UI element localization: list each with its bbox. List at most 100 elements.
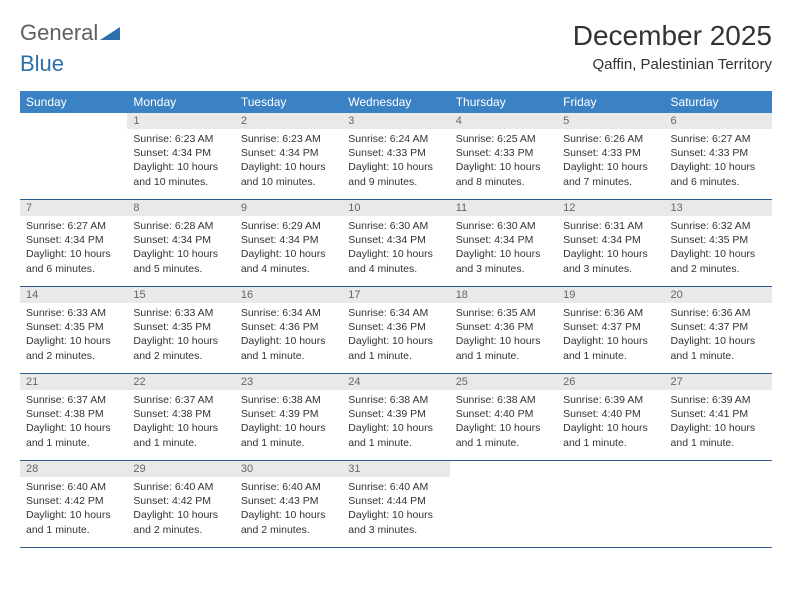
calendar-day-cell: 20Sunrise: 6:36 AMSunset: 4:37 PMDayligh… [665,287,772,374]
sunrise-text: Sunrise: 6:27 AM [671,132,766,146]
sunrise-text: Sunrise: 6:36 AM [563,306,658,320]
sunset-text: Sunset: 4:34 PM [563,233,658,247]
logo-triangle-icon [100,20,120,46]
calendar-day-cell: 24Sunrise: 6:38 AMSunset: 4:39 PMDayligh… [342,374,449,461]
calendar-week-row: 1Sunrise: 6:23 AMSunset: 4:34 PMDaylight… [20,113,772,200]
sunset-text: Sunset: 4:34 PM [456,233,551,247]
day-number: 24 [342,374,449,390]
day-details: Sunrise: 6:38 AMSunset: 4:39 PMDaylight:… [342,390,449,454]
calendar-week-row: 7Sunrise: 6:27 AMSunset: 4:34 PMDaylight… [20,200,772,287]
day-details: Sunrise: 6:34 AMSunset: 4:36 PMDaylight:… [235,303,342,367]
day-number: 23 [235,374,342,390]
sunset-text: Sunset: 4:36 PM [456,320,551,334]
daylight-text: Daylight: 10 hours and 3 minutes. [563,247,658,275]
calendar-day-cell: 6Sunrise: 6:27 AMSunset: 4:33 PMDaylight… [665,113,772,200]
sunset-text: Sunset: 4:34 PM [133,233,228,247]
weekday-header: Thursday [450,91,557,113]
calendar-day-cell: 5Sunrise: 6:26 AMSunset: 4:33 PMDaylight… [557,113,664,200]
calendar-table: SundayMondayTuesdayWednesdayThursdayFrid… [20,91,772,548]
calendar-day-cell: 16Sunrise: 6:34 AMSunset: 4:36 PMDayligh… [235,287,342,374]
sunset-text: Sunset: 4:35 PM [26,320,121,334]
day-number: 16 [235,287,342,303]
day-number: 3 [342,113,449,129]
sunrise-text: Sunrise: 6:35 AM [456,306,551,320]
calendar-day-cell: 25Sunrise: 6:38 AMSunset: 4:40 PMDayligh… [450,374,557,461]
calendar-day-cell: 15Sunrise: 6:33 AMSunset: 4:35 PMDayligh… [127,287,234,374]
sunset-text: Sunset: 4:40 PM [456,407,551,421]
sunset-text: Sunset: 4:34 PM [241,146,336,160]
sunset-text: Sunset: 4:44 PM [348,494,443,508]
sunrise-text: Sunrise: 6:40 AM [26,480,121,494]
day-number: 29 [127,461,234,477]
day-details: Sunrise: 6:40 AMSunset: 4:44 PMDaylight:… [342,477,449,541]
day-details: Sunrise: 6:38 AMSunset: 4:39 PMDaylight:… [235,390,342,454]
sunrise-text: Sunrise: 6:34 AM [348,306,443,320]
day-number: 22 [127,374,234,390]
calendar-empty-cell [557,461,664,548]
calendar-day-cell: 18Sunrise: 6:35 AMSunset: 4:36 PMDayligh… [450,287,557,374]
calendar-day-cell: 27Sunrise: 6:39 AMSunset: 4:41 PMDayligh… [665,374,772,461]
day-details: Sunrise: 6:38 AMSunset: 4:40 PMDaylight:… [450,390,557,454]
day-details: Sunrise: 6:33 AMSunset: 4:35 PMDaylight:… [20,303,127,367]
day-number: 17 [342,287,449,303]
day-details: Sunrise: 6:36 AMSunset: 4:37 PMDaylight:… [665,303,772,367]
sunrise-text: Sunrise: 6:33 AM [133,306,228,320]
sunset-text: Sunset: 4:36 PM [241,320,336,334]
sunrise-text: Sunrise: 6:37 AM [133,393,228,407]
day-details: Sunrise: 6:30 AMSunset: 4:34 PMDaylight:… [450,216,557,280]
daylight-text: Daylight: 10 hours and 9 minutes. [348,160,443,188]
sunset-text: Sunset: 4:41 PM [671,407,766,421]
day-number: 10 [342,200,449,216]
daylight-text: Daylight: 10 hours and 1 minute. [241,421,336,449]
calendar-day-cell: 19Sunrise: 6:36 AMSunset: 4:37 PMDayligh… [557,287,664,374]
day-number: 18 [450,287,557,303]
sunrise-text: Sunrise: 6:25 AM [456,132,551,146]
location: Qaffin, Palestinian Territory [573,56,772,73]
daylight-text: Daylight: 10 hours and 1 minute. [456,421,551,449]
day-number: 28 [20,461,127,477]
day-number: 8 [127,200,234,216]
sunrise-text: Sunrise: 6:24 AM [348,132,443,146]
sunrise-text: Sunrise: 6:38 AM [241,393,336,407]
calendar-day-cell: 3Sunrise: 6:24 AMSunset: 4:33 PMDaylight… [342,113,449,200]
day-details: Sunrise: 6:39 AMSunset: 4:41 PMDaylight:… [665,390,772,454]
calendar-day-cell: 13Sunrise: 6:32 AMSunset: 4:35 PMDayligh… [665,200,772,287]
day-number: 14 [20,287,127,303]
day-details: Sunrise: 6:40 AMSunset: 4:42 PMDaylight:… [20,477,127,541]
daylight-text: Daylight: 10 hours and 1 minute. [671,421,766,449]
weekday-header: Wednesday [342,91,449,113]
title-block: December 2025 Qaffin, Palestinian Territ… [573,20,772,73]
day-number: 4 [450,113,557,129]
calendar-day-cell: 2Sunrise: 6:23 AMSunset: 4:34 PMDaylight… [235,113,342,200]
sunset-text: Sunset: 4:33 PM [456,146,551,160]
sunrise-text: Sunrise: 6:28 AM [133,219,228,233]
day-details: Sunrise: 6:24 AMSunset: 4:33 PMDaylight:… [342,129,449,193]
sunrise-text: Sunrise: 6:31 AM [563,219,658,233]
day-number: 20 [665,287,772,303]
sunrise-text: Sunrise: 6:30 AM [456,219,551,233]
daylight-text: Daylight: 10 hours and 3 minutes. [348,508,443,536]
daylight-text: Daylight: 10 hours and 2 minutes. [671,247,766,275]
sunset-text: Sunset: 4:36 PM [348,320,443,334]
calendar-day-cell: 4Sunrise: 6:25 AMSunset: 4:33 PMDaylight… [450,113,557,200]
day-number: 13 [665,200,772,216]
calendar-week-row: 14Sunrise: 6:33 AMSunset: 4:35 PMDayligh… [20,287,772,374]
daylight-text: Daylight: 10 hours and 2 minutes. [26,334,121,362]
day-number: 6 [665,113,772,129]
sunrise-text: Sunrise: 6:38 AM [456,393,551,407]
sunrise-text: Sunrise: 6:39 AM [671,393,766,407]
sunset-text: Sunset: 4:35 PM [133,320,228,334]
day-details: Sunrise: 6:39 AMSunset: 4:40 PMDaylight:… [557,390,664,454]
day-number: 25 [450,374,557,390]
sunset-text: Sunset: 4:38 PM [133,407,228,421]
sunset-text: Sunset: 4:42 PM [26,494,121,508]
day-number: 9 [235,200,342,216]
day-details: Sunrise: 6:34 AMSunset: 4:36 PMDaylight:… [342,303,449,367]
daylight-text: Daylight: 10 hours and 5 minutes. [133,247,228,275]
daylight-text: Daylight: 10 hours and 10 minutes. [241,160,336,188]
sunrise-text: Sunrise: 6:40 AM [133,480,228,494]
calendar-day-cell: 14Sunrise: 6:33 AMSunset: 4:35 PMDayligh… [20,287,127,374]
sunset-text: Sunset: 4:33 PM [348,146,443,160]
sunrise-text: Sunrise: 6:34 AM [241,306,336,320]
sunset-text: Sunset: 4:34 PM [348,233,443,247]
